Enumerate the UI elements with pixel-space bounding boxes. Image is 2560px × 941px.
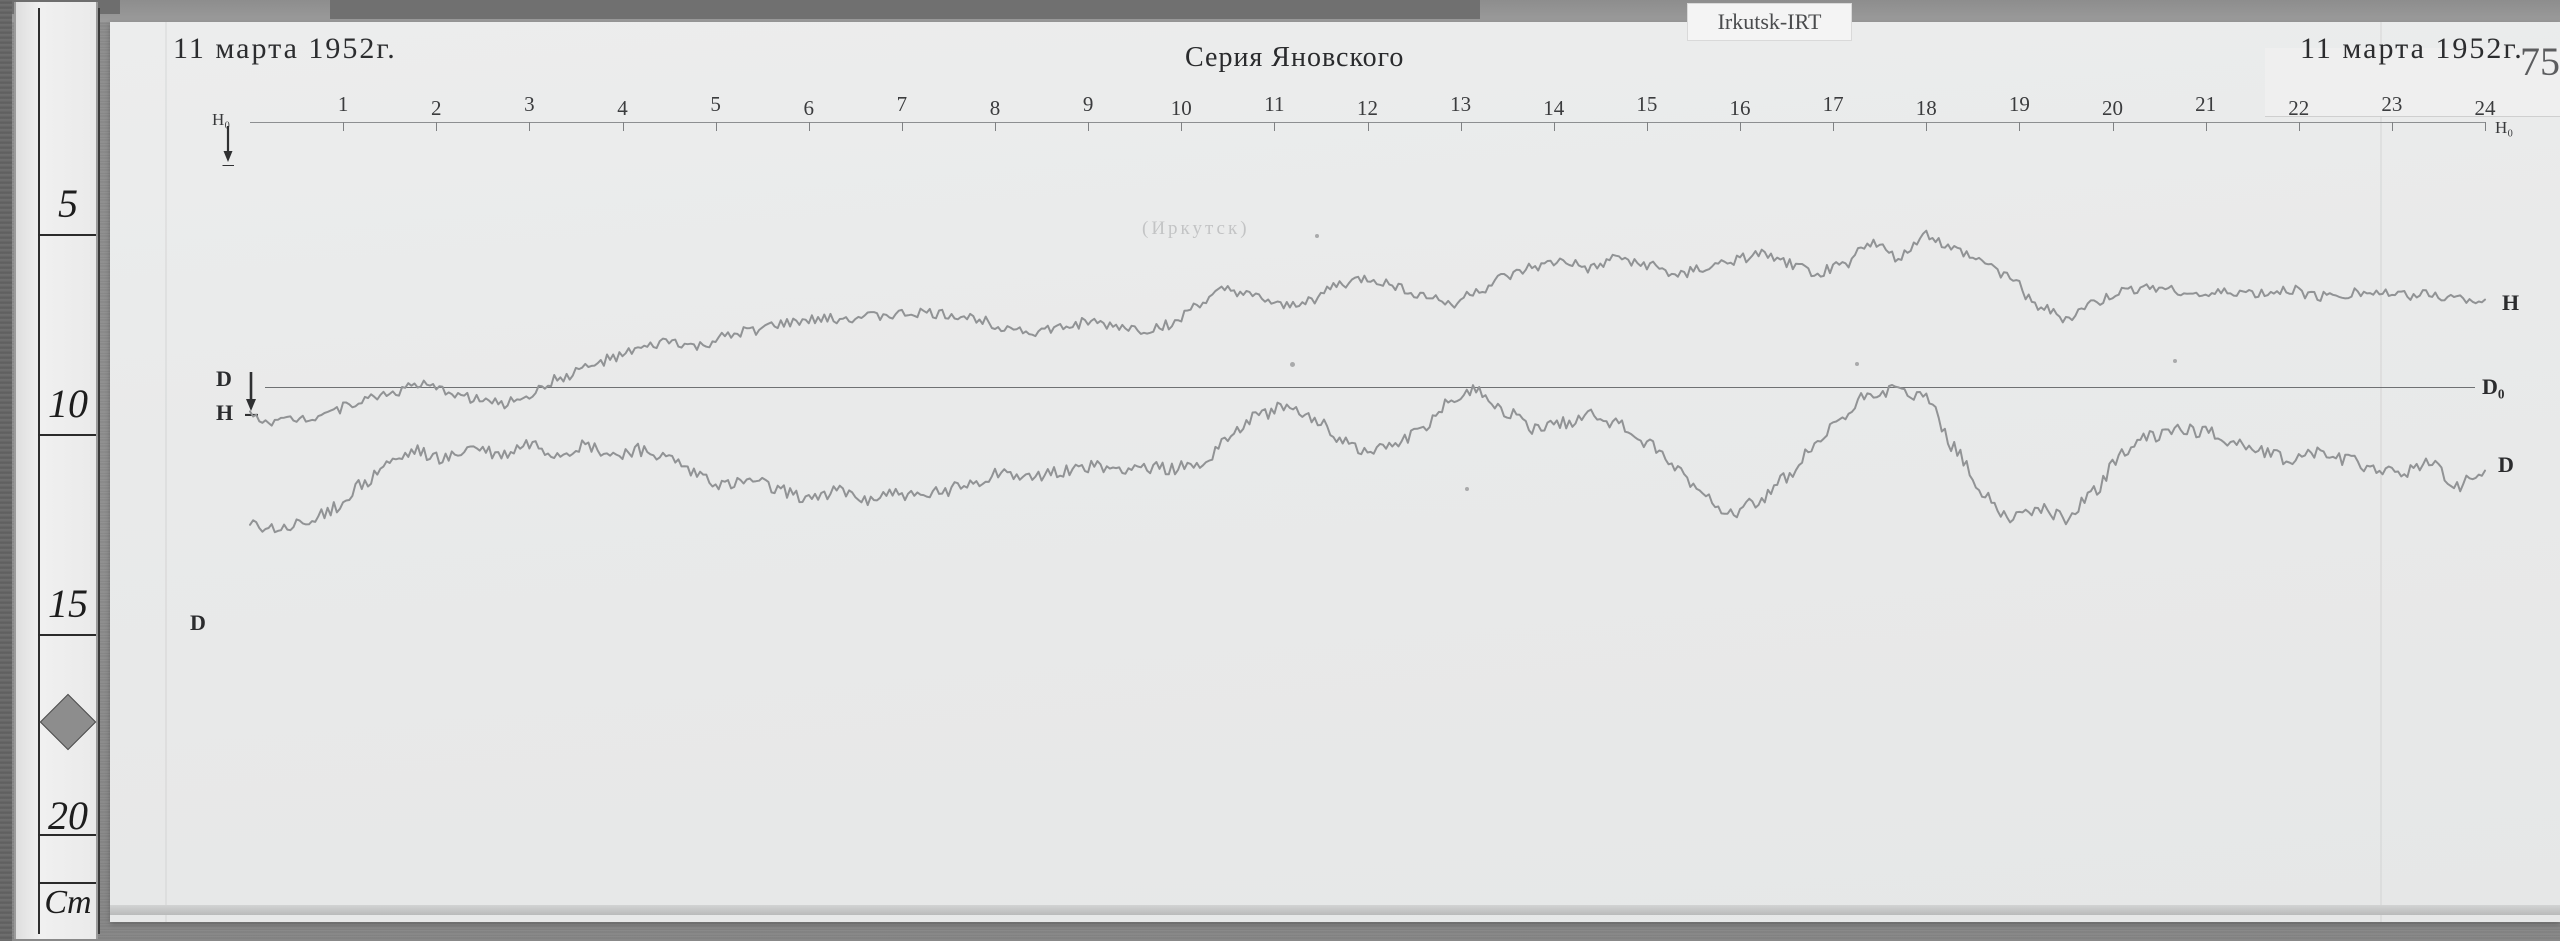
hour-label-22: 22: [2288, 96, 2310, 120]
series-title: Серия Яновского: [1185, 42, 1405, 73]
hour-tick-12: [1367, 122, 1369, 131]
sheet-bottom-edge: [110, 905, 2560, 915]
hour-label-8: 8: [989, 96, 1001, 120]
hour-tick-9: [1088, 122, 1090, 131]
dust-speck: [1855, 362, 1859, 366]
hour-label-10: 10: [1170, 96, 1192, 120]
axis-cap-left: Н₀: [212, 110, 231, 129]
trace-line-H: [249, 229, 2486, 427]
curve-label-D0-right: D₀: [2482, 374, 2505, 399]
hour-label-9: 9: [1082, 92, 1094, 116]
hour-label-7: 7: [896, 92, 908, 116]
hour-tick-15: [1646, 122, 1648, 131]
hour-tick-1: [343, 122, 345, 131]
axis-cap-right: Н₀: [2495, 118, 2514, 137]
hour-tick-8: [995, 122, 996, 131]
trace-line-D: [249, 384, 2486, 534]
date-right: 11 марта 1952г.: [2300, 32, 2524, 65]
hour-label-12: 12: [1357, 96, 1378, 120]
measuring-ruler: 5 10 15 20 Cm: [14, 2, 100, 939]
hour-label-21: 21: [2195, 92, 2217, 116]
hour-label-19: 19: [2008, 92, 2030, 116]
ruler-label-15: 15: [48, 581, 88, 626]
hour-label-6: 6: [803, 96, 815, 120]
desk-edge-strip: [0, 0, 12, 941]
hour-label-1: 1: [337, 92, 349, 116]
ruler-label-20: 20: [48, 793, 88, 838]
page-number: 75: [2520, 39, 2560, 84]
hour-tick-22: [2298, 122, 2300, 131]
hour-label-15: 15: [1636, 92, 1658, 116]
ruler-tick-10: [38, 434, 96, 436]
hour-tick-19: [2019, 122, 2021, 131]
ruler-tick-cm: [38, 882, 96, 884]
date-left: 11 марта 1952г.: [173, 32, 397, 65]
ruler-label-10: 10: [48, 381, 88, 426]
hour-tick-4: [622, 122, 624, 131]
hour-tick-13: [1460, 122, 1462, 131]
hour-label-16: 16: [1729, 96, 1751, 120]
dust-speck: [1465, 487, 1469, 491]
magnetogram-traces: [249, 229, 2486, 534]
hour-tick-6: [808, 122, 810, 131]
zero-baseline: [265, 387, 2475, 388]
hour-tick-23: [2391, 122, 2393, 131]
hour-tick-7: [901, 122, 903, 131]
hour-label-11: 11: [1264, 92, 1285, 116]
pasted-date-patch: [2265, 48, 2560, 117]
dust-speck: [1315, 234, 1319, 238]
hour-tick-11: [1274, 122, 1276, 131]
axis-origin-arrow-icon: [222, 126, 234, 166]
hour-tick-2: [436, 122, 438, 131]
hour-label-4: 4: [617, 96, 628, 120]
hour-tick-24: [2485, 122, 2486, 131]
ruler-label-cm: Cm: [44, 884, 92, 921]
ruler-tick-20: [38, 834, 96, 836]
hour-label-23: 23: [2381, 92, 2403, 116]
ruler-tick-5: [38, 234, 96, 236]
hour-label-2: 2: [431, 96, 442, 120]
hour-label-17: 17: [1822, 92, 1844, 116]
hour-label-24: 24: [2474, 96, 2496, 120]
hour-tick-17: [1833, 122, 1835, 131]
hour-label-5: 5: [710, 92, 721, 116]
curve-label-D-bottom-left: D: [190, 610, 206, 635]
hour-label-20: 20: [2102, 96, 2123, 120]
plot-area: 1 2 3 4 5 6 7 8 9 10 11 12 13 14 15 16 17 18 19 20 21 22 23 24 …: [110, 22, 2560, 922]
top-band-shadow: [330, 0, 1480, 19]
archive-label: Irkutsk-IRT: [1687, 3, 1852, 41]
hour-tick-18: [1926, 122, 1928, 131]
hour-label-13: 13: [1450, 92, 1472, 116]
curve-label-H-right: H: [2502, 290, 2520, 315]
hour-label-3: 3: [524, 92, 535, 116]
sheet-crease-left: [165, 22, 167, 922]
faint-annotation: (Иркутск): [1142, 218, 1250, 239]
hour-label-14: 14: [1543, 96, 1565, 120]
hour-tick-14: [1553, 122, 1555, 131]
archive-label-text: Irkutsk-IRT: [1717, 9, 1822, 34]
hour-tick-3: [529, 122, 531, 131]
hour-tick-16: [1740, 122, 1741, 131]
hour-tick-5: [715, 122, 717, 131]
hour-label-18: 18: [1915, 96, 1937, 120]
curve-label-D-upper-left: D: [216, 366, 232, 391]
ruler-body: [38, 8, 100, 934]
hour-tick-10: [1181, 122, 1183, 131]
ruler-label-5: 5: [58, 181, 78, 226]
chart-sheet: 11 марта 1952г. Серия Яновского 11 марта…: [110, 22, 2560, 922]
curve-label-D-right: D: [2498, 452, 2514, 477]
ruler-tick-15: [38, 634, 96, 636]
hour-tick-20: [2112, 122, 2114, 131]
hour-tick-21: [2205, 122, 2207, 131]
dust-speck: [1290, 362, 1295, 367]
dust-speck: [2173, 359, 2177, 363]
curve-label-H-left: H: [216, 400, 234, 425]
